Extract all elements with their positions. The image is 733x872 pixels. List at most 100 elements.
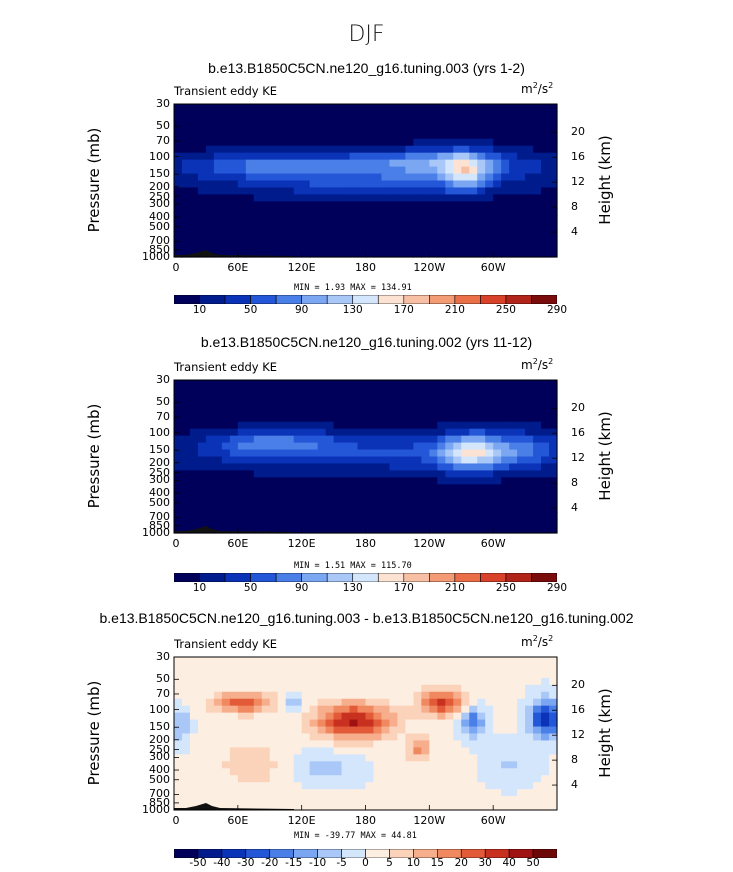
heatmap-cell — [549, 421, 558, 430]
heatmap-cell — [365, 236, 375, 244]
heatmap-cell — [477, 435, 486, 444]
heatmap-cell — [261, 705, 271, 714]
heatmap-cell — [453, 477, 462, 485]
heatmap-cell — [477, 407, 486, 416]
heatmap-cell — [493, 698, 502, 707]
heatmap-cell — [205, 712, 215, 721]
heatmap-cell — [325, 803, 335, 811]
heatmap-cell — [174, 110, 183, 119]
heatmap-cell — [533, 775, 542, 783]
heatmap-cell — [301, 491, 311, 499]
heatmap-cell — [485, 477, 494, 485]
heatmap-cell — [373, 719, 383, 728]
heatmap-cell — [341, 691, 351, 700]
heatmap-cell — [509, 159, 518, 168]
heatmap-cell — [541, 719, 550, 728]
heatmap-cell — [181, 456, 191, 465]
heatmap-cell — [213, 733, 223, 742]
heatmap-cell — [405, 236, 414, 244]
heatmap-cell — [213, 159, 223, 168]
heatmap-cell — [437, 512, 446, 520]
y-right-tick-label: 16 — [571, 703, 585, 717]
heatmap-cell — [469, 657, 478, 665]
heatmap-cell — [174, 145, 183, 154]
heatmap-cell — [413, 435, 422, 444]
heatmap-cell — [349, 740, 359, 748]
heatmap-cell — [509, 754, 518, 762]
heatmap-cell — [381, 789, 391, 797]
heatmap-cell — [525, 803, 534, 811]
heatmap-cell — [549, 442, 558, 451]
heatmap-cell — [333, 380, 343, 388]
heatmap-cell — [493, 775, 502, 783]
heatmap-cell — [453, 754, 462, 762]
heatmap-cell — [357, 505, 367, 513]
heatmap-cell — [285, 796, 295, 804]
heatmap-cell — [389, 386, 399, 395]
heatmap-cell — [317, 463, 327, 471]
heatmap-cell — [421, 484, 430, 492]
heatmap-cell — [373, 657, 383, 665]
y-axis-title-right: Height (km) — [596, 410, 614, 501]
heatmap-cell — [493, 124, 502, 133]
heatmap-cell — [277, 505, 287, 513]
colorbar-swatch — [377, 573, 405, 582]
heatmap-cell — [461, 208, 470, 216]
heatmap-cell — [293, 747, 303, 755]
heatmap-cell — [453, 138, 462, 147]
heatmap-cell — [261, 754, 271, 762]
heatmap-cell — [325, 449, 335, 458]
heatmap-cell — [341, 505, 351, 513]
heatmap-cell — [413, 657, 422, 665]
heatmap-cell — [509, 152, 518, 161]
heatmap-cell — [461, 726, 470, 735]
heatmap-cell — [501, 470, 510, 478]
heatmap-cell — [301, 104, 311, 112]
heatmap-cell — [253, 477, 263, 485]
heatmap-cell — [421, 719, 430, 728]
heatmap-cell — [485, 208, 494, 216]
heatmap-cell — [421, 726, 430, 735]
heatmap-cell — [269, 684, 279, 693]
heatmap-cell — [421, 236, 430, 244]
heatmap-cell — [421, 470, 430, 478]
heatmap-cell — [421, 698, 430, 707]
heatmap-cell — [269, 428, 279, 437]
heatmap-cell — [373, 428, 383, 437]
heatmap-cell — [189, 761, 199, 769]
heatmap-cell — [445, 131, 454, 140]
heatmap-cell — [245, 775, 255, 783]
heatmap-cell — [445, 657, 454, 665]
heatmap-cell — [317, 740, 327, 748]
heatmap-cell — [421, 796, 430, 804]
heatmap-cell — [229, 449, 239, 458]
heatmap-cell — [237, 386, 247, 395]
heatmap-cell — [357, 104, 367, 112]
heatmap-cell — [349, 747, 359, 755]
heatmap-cell — [485, 173, 494, 182]
heatmap-cell — [357, 456, 367, 465]
heatmap-cell — [277, 491, 287, 499]
heatmap-cell — [301, 380, 311, 388]
heatmap-cell — [245, 159, 255, 168]
heatmap-cell — [413, 407, 422, 416]
heatmap-cell — [533, 712, 542, 721]
heatmap-cell — [541, 414, 550, 423]
heatmap-cell — [349, 761, 359, 769]
y-tick-label: 850 — [149, 518, 170, 532]
heatmap-cell — [189, 733, 199, 742]
heatmap-cell — [477, 519, 486, 527]
heatmap-cell — [197, 663, 207, 672]
heatmap-cell — [245, 435, 255, 444]
heatmap-cell — [357, 380, 367, 388]
heatmap-cell — [453, 152, 462, 161]
heatmap-cell — [213, 705, 223, 714]
heatmap-cell — [197, 124, 207, 133]
heatmap-cell — [461, 442, 470, 451]
heatmap-cell — [477, 201, 486, 209]
heatmap-cell — [429, 110, 438, 119]
heatmap-cell — [317, 733, 327, 742]
heatmap-cell — [237, 124, 247, 133]
heatmap-cell — [357, 435, 367, 444]
heatmap-cell — [421, 663, 430, 672]
